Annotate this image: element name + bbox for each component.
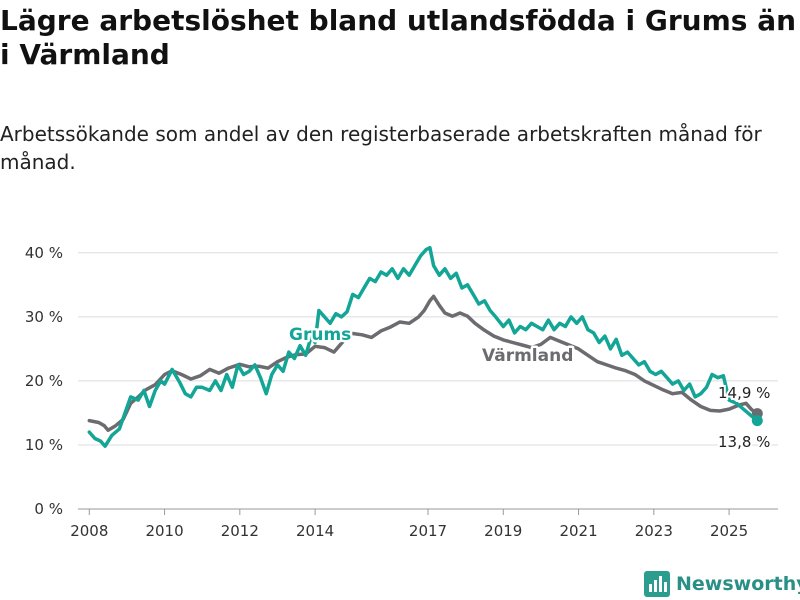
series-label-grums: Grums: [289, 325, 351, 345]
bar-chart-logo-icon: [644, 571, 670, 597]
x-tick-label: 2023: [635, 522, 673, 540]
y-tick-label: 30 %: [25, 308, 63, 326]
series-line-grums: [87, 245, 760, 448]
end-value-label-v-rmland: 14,9 %: [718, 384, 770, 402]
line-chart: 0 % 10 % 20 % 30 % 40 % 2008 2010 2012 2014 2017…: [25, 244, 778, 540]
series-end-point-grums: [751, 415, 763, 427]
y-tick-label: 40 %: [25, 244, 63, 262]
x-tick-label: 2014: [296, 522, 334, 540]
x-tick-label: 2021: [559, 522, 597, 540]
chart-grid: [78, 252, 778, 510]
page-title: Lägre arbetslöshet bland utlandsfödda i …: [0, 4, 797, 71]
x-tick-label: 2012: [221, 522, 259, 540]
chart-subtitle: Arbetssökande som andel av den registerb…: [0, 122, 762, 174]
brand-logo: Newsworthy: [644, 570, 800, 598]
chart-series: [87, 245, 763, 448]
y-tick-label: 0 %: [34, 500, 63, 518]
y-tick-label: 20 %: [25, 372, 63, 390]
chart-labels: Grums Värmland 14,9 % 13,8 %: [287, 323, 773, 454]
y-tick-label: 10 %: [25, 436, 63, 454]
x-tick-label: 2019: [484, 522, 522, 540]
end-value-label-grums: 13,8 %: [718, 433, 770, 451]
x-tick-label: 2010: [145, 522, 183, 540]
series-label-v-rmland: Värmland: [482, 346, 573, 366]
series-line-v-rmland: [87, 294, 760, 432]
x-tick-label: 2008: [70, 522, 108, 540]
y-axis: 0 % 10 % 20 % 30 % 40 %: [25, 244, 63, 518]
x-tick-label: 2017: [409, 522, 447, 540]
x-axis: 2008 2010 2012 2014 2017 2019 2021 2023 2025: [70, 509, 748, 540]
x-tick-label: 2025: [710, 522, 748, 540]
brand-name: Newsworthy: [676, 573, 800, 595]
